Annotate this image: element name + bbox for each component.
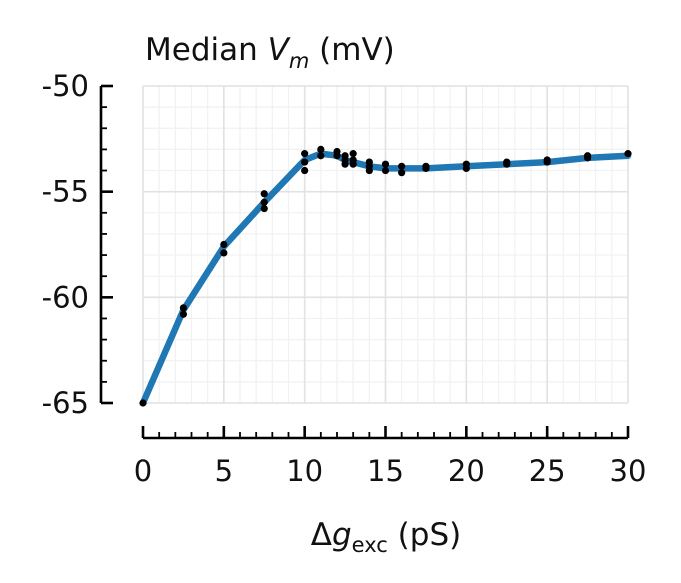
data-point (301, 158, 309, 166)
x-tick-label: 0 (134, 454, 152, 488)
data-point (220, 249, 228, 257)
series-line (139, 150, 632, 407)
data-point (317, 145, 325, 153)
data-point (301, 150, 309, 158)
data-point (349, 160, 357, 168)
title-subscript: m (289, 49, 309, 73)
data-point (333, 152, 341, 160)
data-point (139, 399, 147, 407)
data-point (398, 169, 406, 177)
y-tick-label: -50 (42, 69, 89, 103)
xlabel-subscript: exc (352, 533, 388, 557)
y-tick-label: -60 (42, 280, 89, 314)
x-axis: 0 5 10 15 20 25 30 (134, 426, 647, 488)
data-point (179, 310, 188, 318)
major-grid (142, 85, 629, 404)
xlabel-suffix: (pS) (388, 517, 461, 553)
data-point (398, 162, 406, 170)
chart-title: Median Vm (mV) (145, 32, 395, 73)
x-axis-label: Δgexc (pS) (311, 517, 461, 557)
y-tick-label: -55 (42, 175, 89, 209)
title-prefix: Median (145, 32, 268, 68)
data-point (260, 198, 268, 206)
xlabel-variable: g (332, 517, 352, 553)
data-point (543, 158, 551, 166)
data-point (422, 164, 430, 173)
data-point (301, 166, 309, 175)
data-point (260, 204, 268, 213)
y-axis: -65 -60 -55 -50 (42, 69, 113, 420)
title-variable: V (268, 32, 292, 68)
data-point (260, 190, 268, 198)
y-tick-label: -65 (42, 386, 89, 420)
data-point (220, 240, 228, 249)
data-point (179, 304, 188, 312)
data-point (349, 150, 357, 158)
title-suffix: (mV) (309, 32, 394, 68)
data-point (317, 152, 325, 160)
x-tick-label: 30 (610, 454, 647, 488)
data-point (462, 164, 470, 173)
x-tick-label: 25 (529, 454, 566, 488)
data-point (381, 160, 390, 168)
markers-group (139, 145, 632, 407)
data-point (381, 166, 390, 175)
data-point (503, 160, 511, 168)
series-group (139, 150, 632, 407)
xlabel-prefix: Δ (311, 517, 332, 553)
x-tick-label: 10 (286, 454, 323, 488)
data-point (624, 150, 632, 158)
x-tick-label: 15 (367, 454, 404, 488)
data-point (365, 166, 373, 175)
x-tick-label: 5 (215, 454, 233, 488)
data-point (341, 160, 349, 168)
x-tick-label: 20 (448, 454, 485, 488)
data-point (583, 154, 592, 162)
